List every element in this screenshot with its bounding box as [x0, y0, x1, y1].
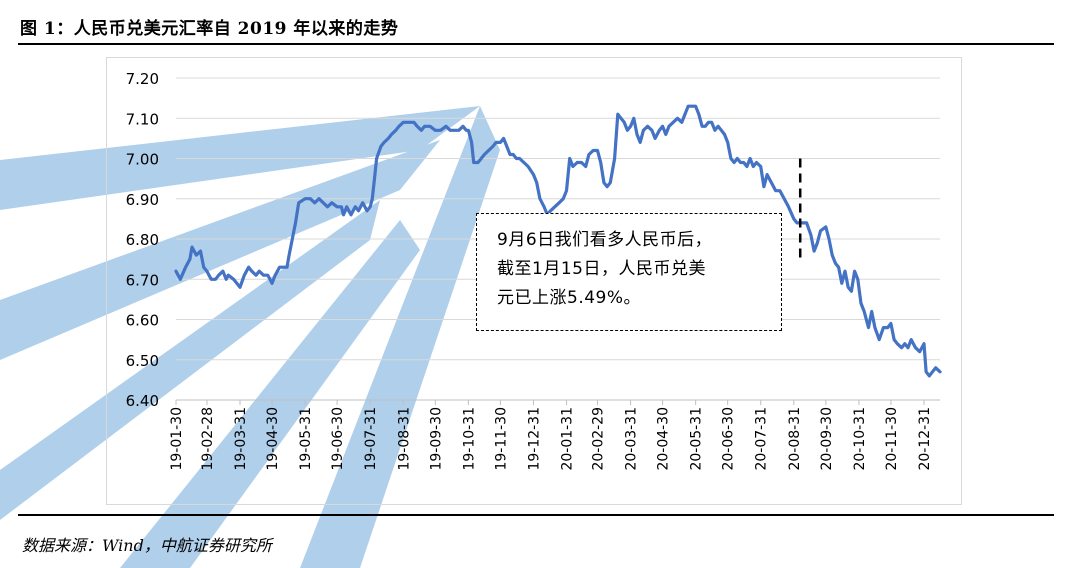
y-tick-label: 6.50 — [126, 352, 159, 370]
chart-border — [106, 57, 962, 505]
x-tick-label: 20-02-29 — [590, 407, 606, 471]
x-tick-label: 20-08-31 — [787, 407, 803, 471]
x-tick-label: 20-06-30 — [721, 407, 737, 471]
x-tick-label: 20-05-31 — [689, 407, 705, 471]
annotation-line-3: 元已上涨5.49%。 — [497, 288, 642, 308]
x-tick-label: 19-03-31 — [233, 407, 249, 471]
y-tick-label: 6.90 — [126, 191, 159, 209]
annotation-line-1: 9月6日我们看多人民币后， — [497, 230, 713, 250]
x-tick-label: 19-02-28 — [200, 407, 216, 471]
x-tick-label: 19-09-30 — [428, 407, 444, 471]
series-line-usdcny — [174, 104, 942, 378]
y-tick-label: 7.10 — [126, 110, 159, 128]
x-tick-label: 20-09-30 — [819, 407, 835, 471]
x-tick-label: 19-06-30 — [330, 407, 346, 471]
x-tick-label: 19-10-31 — [461, 407, 477, 471]
x-tick-label: 20-12-31 — [917, 407, 933, 471]
x-tick-label: 19-12-31 — [526, 407, 542, 471]
x-tick-label: 19-01-30 — [169, 407, 185, 471]
y-tick-label: 6.60 — [126, 312, 159, 330]
x-tick-label: 20-01-31 — [560, 407, 576, 471]
source-note: 数据来源：Wind，中航证券研究所 — [22, 536, 272, 555]
figure-title: 图 1：人民币兑美元汇率自 2019 年以来的走势 — [20, 19, 399, 39]
x-tick-label: 20-04-30 — [656, 407, 672, 471]
x-tick-label: 19-07-31 — [363, 407, 379, 471]
x-tick-label: 20-03-31 — [624, 407, 640, 471]
y-tick-label: 6.40 — [126, 392, 159, 410]
x-tick-label: 19-08-31 — [396, 407, 412, 471]
y-tick-label: 6.70 — [126, 271, 159, 289]
y-tick-label: 7.00 — [126, 151, 159, 169]
bottom-rule — [18, 514, 1054, 516]
annotation-box: 9月6日我们看多人民币后， 截至1月15日，人民币兑美 元已上涨5.49%。 — [476, 213, 782, 331]
annotation-line-2: 截至1月15日，人民币兑美 — [497, 259, 706, 279]
x-tick-label: 20-07-31 — [754, 407, 770, 471]
x-tick-label: 19-04-30 — [265, 407, 281, 471]
x-tick-label: 20-11-30 — [884, 407, 900, 471]
y-tick-label: 7.20 — [126, 70, 159, 88]
y-tick-label: 6.80 — [126, 231, 159, 249]
x-tick-label: 19-05-31 — [298, 407, 314, 471]
x-tick-label: 20-10-31 — [852, 407, 868, 471]
top-rule — [18, 43, 1054, 45]
x-tick-label: 19-11-30 — [493, 407, 509, 471]
